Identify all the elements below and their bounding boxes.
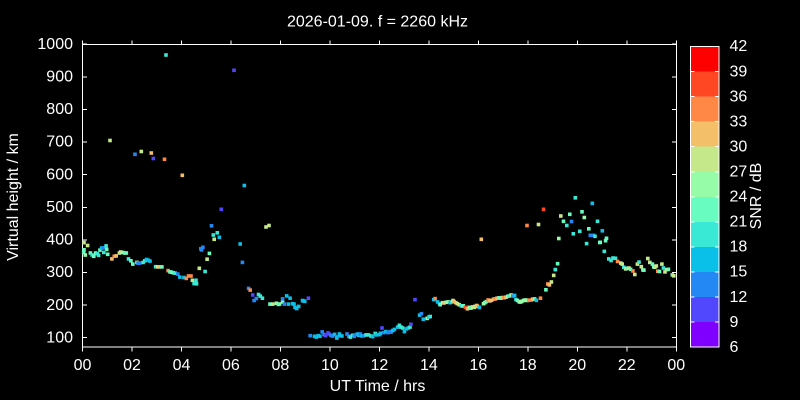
svg-text:200: 200 — [46, 297, 73, 314]
svg-text:800: 800 — [46, 101, 73, 118]
svg-text:500: 500 — [46, 199, 73, 216]
svg-text:18: 18 — [519, 357, 537, 374]
svg-text:12: 12 — [371, 357, 389, 374]
svg-text:02: 02 — [123, 357, 141, 374]
svg-text:24: 24 — [730, 189, 748, 206]
svg-text:10: 10 — [321, 357, 339, 374]
svg-text:16: 16 — [470, 357, 488, 374]
svg-text:04: 04 — [173, 357, 191, 374]
svg-text:100: 100 — [46, 329, 73, 346]
svg-text:39: 39 — [730, 63, 748, 80]
svg-text:15: 15 — [730, 264, 748, 281]
svg-text:12: 12 — [730, 289, 748, 306]
svg-text:27: 27 — [730, 164, 748, 181]
svg-text:600: 600 — [46, 166, 73, 183]
svg-text:6: 6 — [730, 339, 739, 356]
svg-text:400: 400 — [46, 232, 73, 249]
svg-text:42: 42 — [730, 38, 748, 55]
svg-text:UT Time / hrs: UT Time / hrs — [330, 378, 426, 395]
svg-text:00: 00 — [74, 357, 92, 374]
svg-text:30: 30 — [730, 138, 748, 155]
svg-text:36: 36 — [730, 88, 748, 105]
svg-text:20: 20 — [568, 357, 586, 374]
svg-text:9: 9 — [730, 314, 739, 331]
svg-text:300: 300 — [46, 264, 73, 281]
svg-text:08: 08 — [272, 357, 290, 374]
svg-text:22: 22 — [618, 357, 636, 374]
svg-text:00: 00 — [667, 357, 685, 374]
svg-text:SNR / dB: SNR / dB — [748, 163, 765, 230]
svg-text:06: 06 — [222, 357, 240, 374]
svg-text:21: 21 — [730, 214, 748, 231]
svg-text:1000: 1000 — [37, 36, 73, 53]
svg-text:700: 700 — [46, 134, 73, 151]
svg-text:Virtual height / km: Virtual height / km — [5, 133, 22, 261]
svg-text:18: 18 — [730, 239, 748, 256]
svg-text:2026-01-09. f = 2260 kHz: 2026-01-09. f = 2260 kHz — [287, 13, 468, 30]
svg-text:33: 33 — [730, 113, 748, 130]
svg-text:900: 900 — [46, 69, 73, 86]
svg-text:14: 14 — [420, 357, 438, 374]
